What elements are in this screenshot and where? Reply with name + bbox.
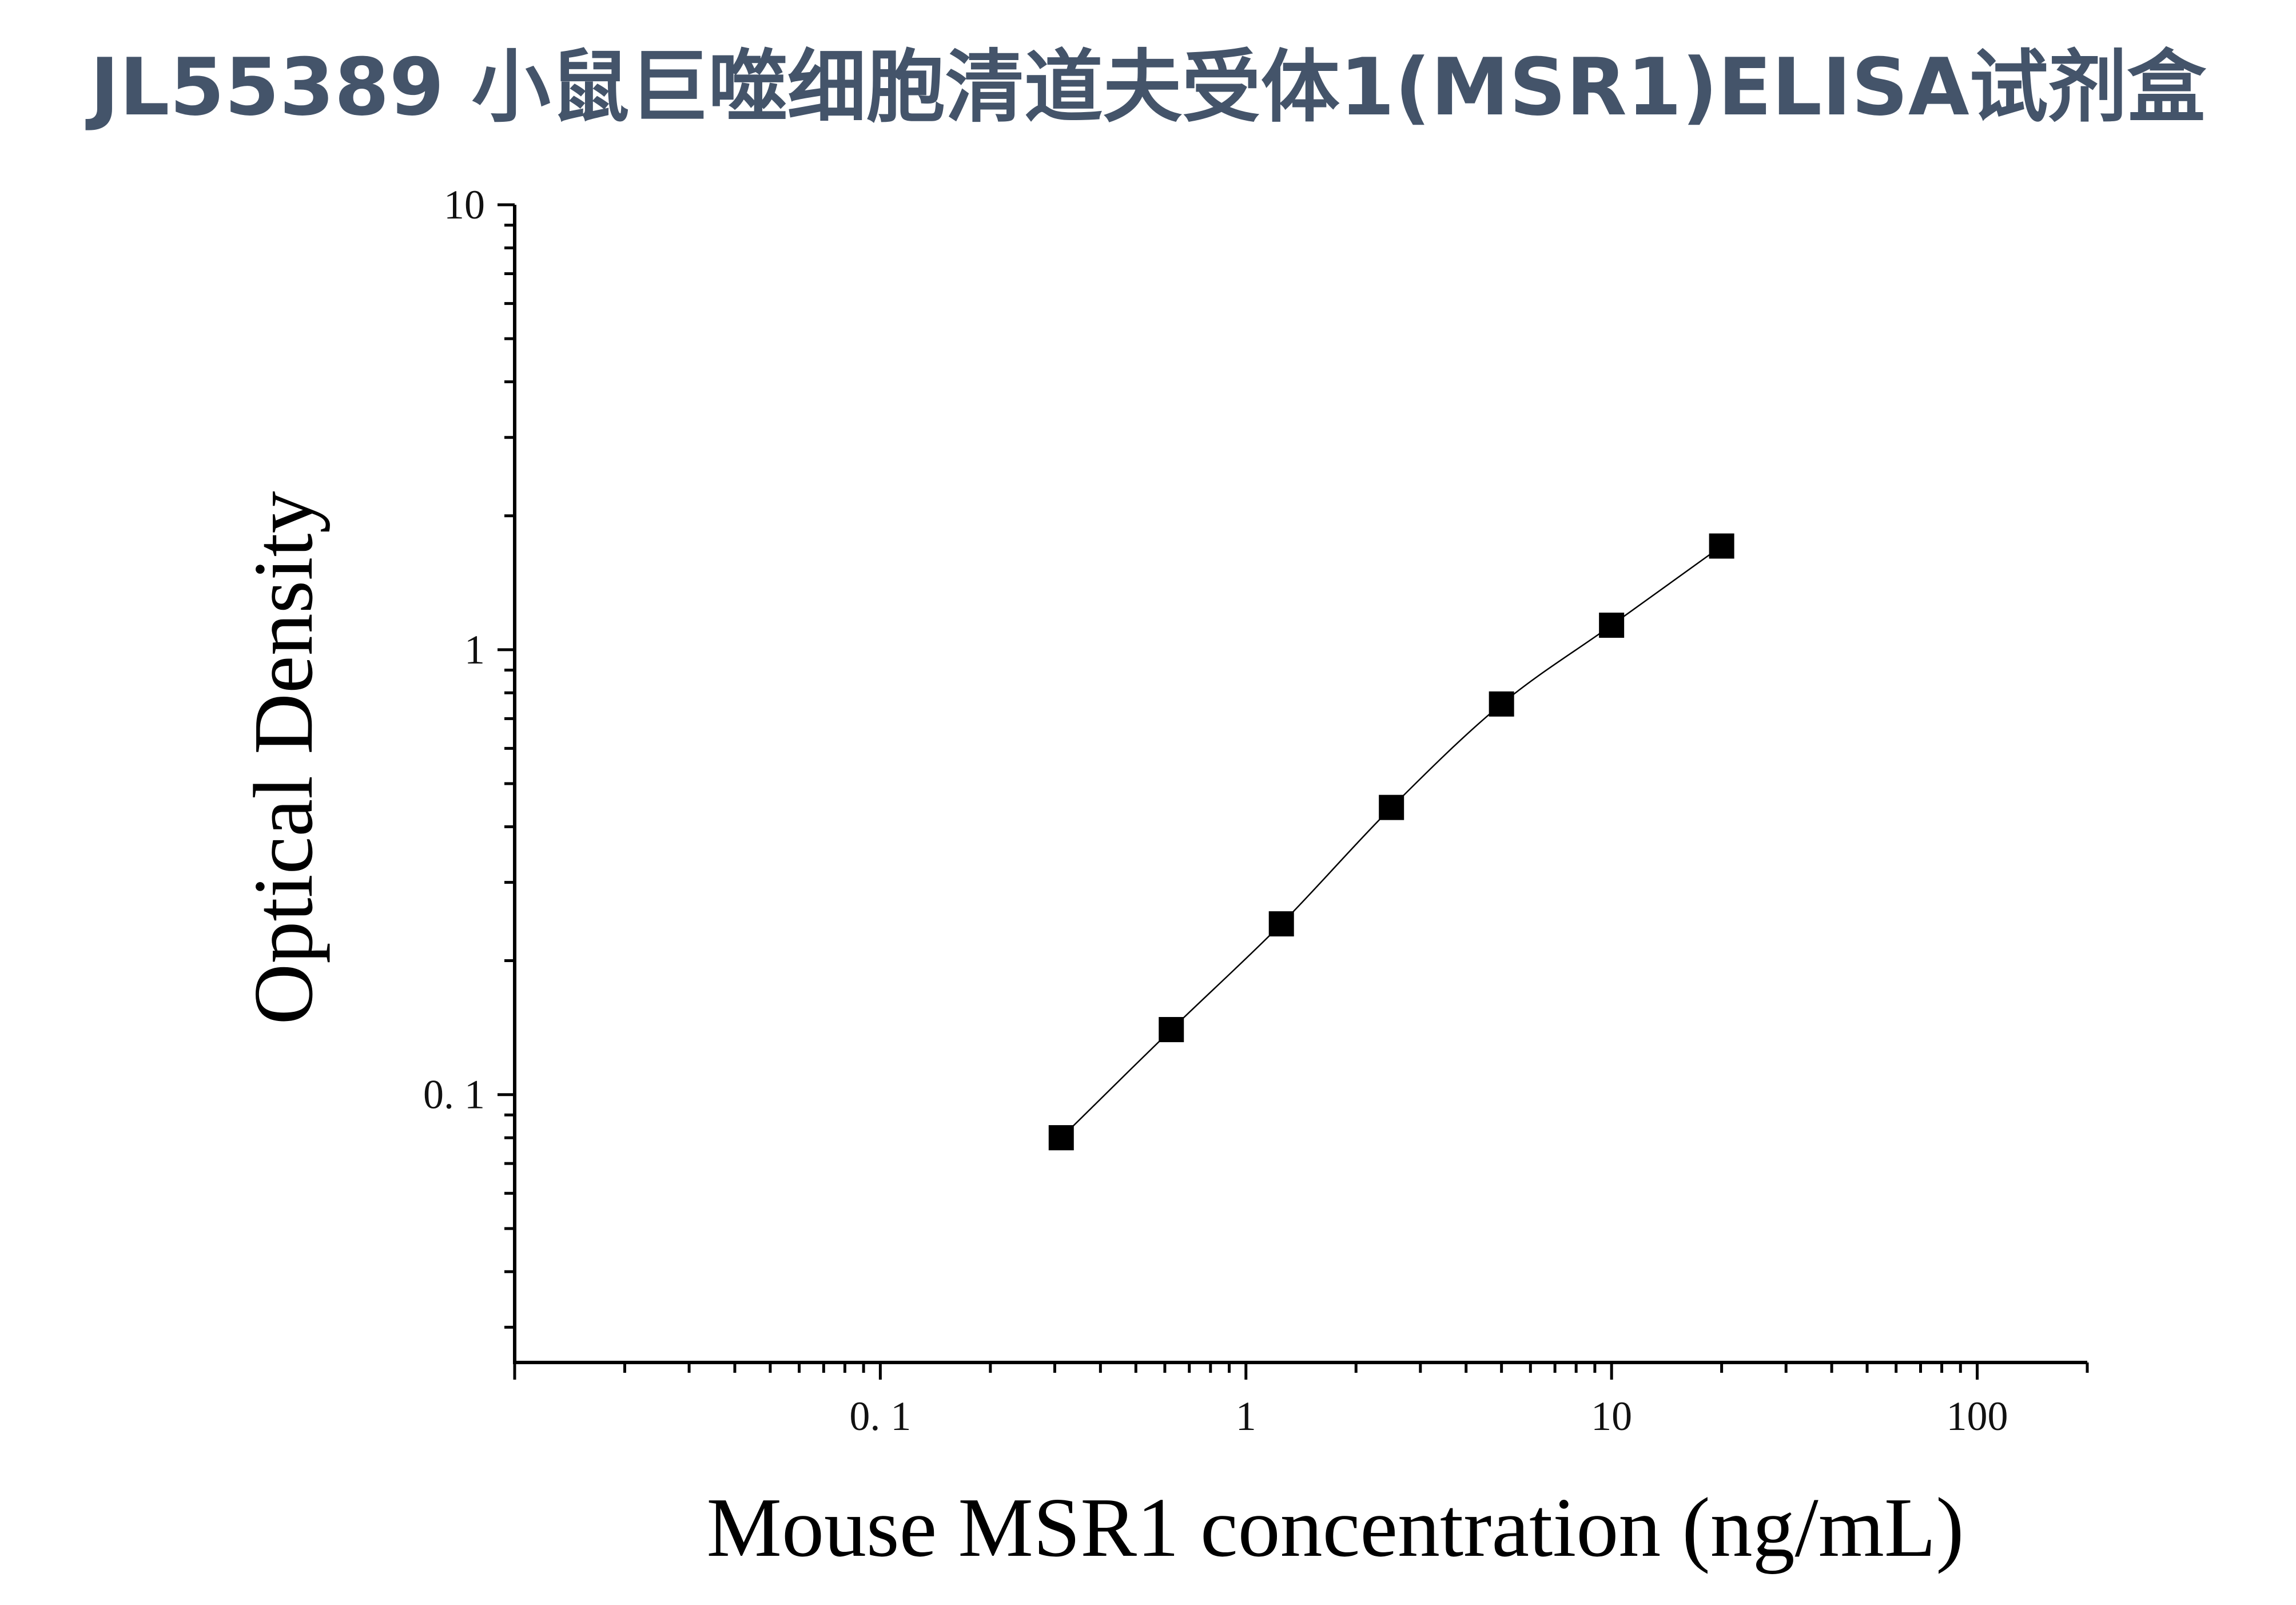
data-point-marker [1599,613,1625,638]
y-tick-label: 0. 1 [423,1072,485,1118]
x-tick-label: 10 [1591,1393,1632,1439]
data-point-marker [1159,1017,1184,1043]
data-point-marker [1048,1125,1074,1151]
page-title: JL55389 小鼠巨噬细胞清道夫受体1(MSR1)ELISA试剂盒 [90,41,2206,133]
x-tick-label: 0. 1 [849,1393,911,1439]
x-axis-title: Mouse MSR1 concentration (ng/mL) [706,1481,1964,1575]
x-tick-label: 1 [1236,1393,1256,1439]
data-point-marker [1709,533,1734,559]
y-tick-label: 10 [444,182,485,228]
data-point-marker [1379,794,1404,820]
x-tick-label: 100 [1947,1393,2008,1439]
axes [513,205,2087,1364]
axis-ticks [498,203,2089,1380]
data-point-marker [1268,911,1294,937]
data-markers [1048,533,1734,1151]
y-axis-title: Optical Density [237,491,331,1024]
axis-tick-labels: 0. 1 1 10 100 0. 1 1 10 [423,182,2008,1439]
y-tick-label: 1 [464,627,485,673]
data-point-marker [1489,691,1514,717]
